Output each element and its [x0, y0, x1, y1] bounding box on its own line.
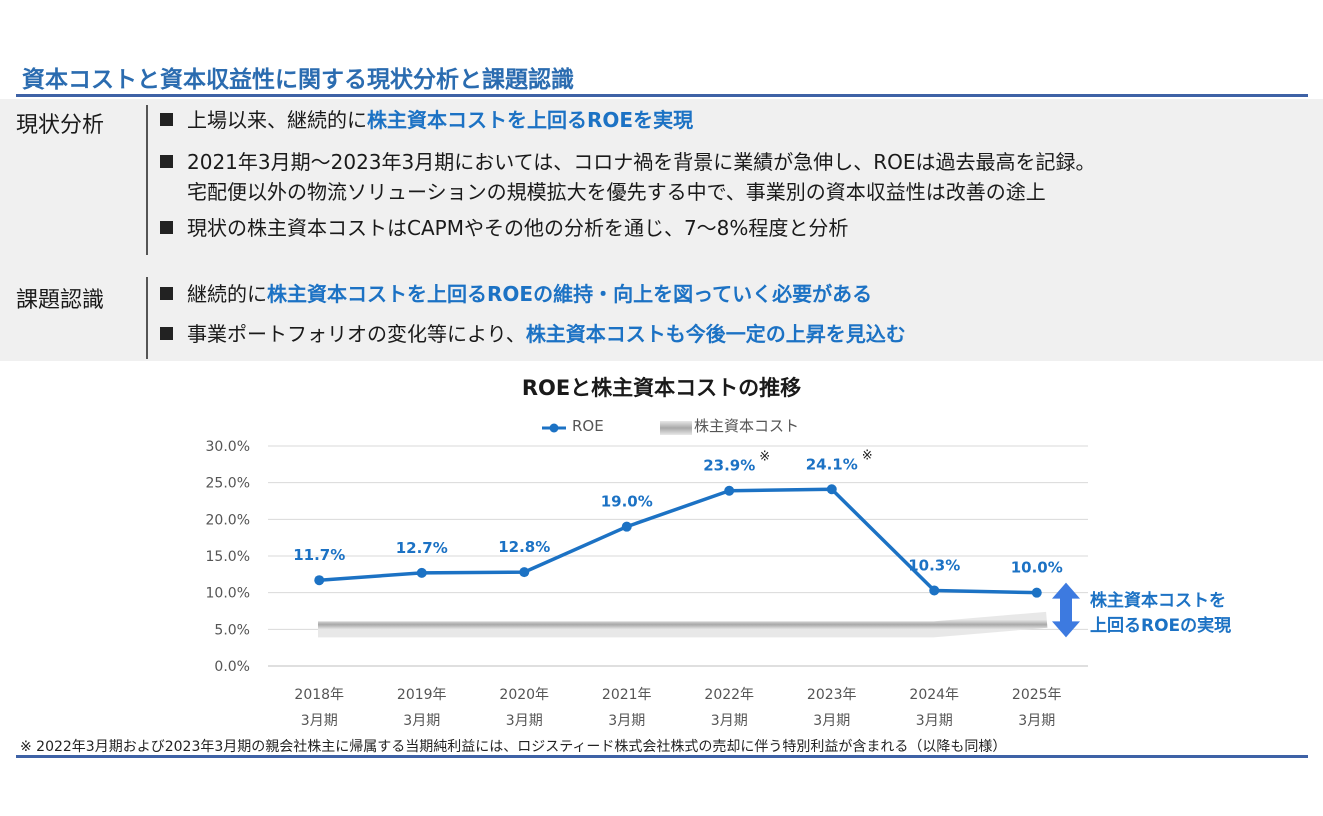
section-divider	[146, 105, 148, 255]
x-tick-label: 3月期	[608, 713, 645, 729]
bullet-text: 現状の株主資本コストはCAPMやその他の分析を通じ、7～8%程度と分析	[187, 216, 849, 240]
roe-data-label: 10.0%	[1011, 559, 1063, 577]
annotation-text: 上回るROEの実現	[1090, 615, 1231, 636]
x-tick-label: 2025年	[1012, 687, 1062, 703]
bullet-text: 上場以来、継続的に	[187, 108, 367, 132]
roe-data-label: 23.9%	[703, 457, 755, 475]
legend-cost-label: 株主資本コスト	[694, 417, 799, 435]
footnote-mark: ※	[759, 450, 770, 465]
bullet-text: 継続的に	[187, 282, 267, 306]
square-bullet-icon	[160, 155, 173, 168]
roe-point	[1031, 587, 1042, 598]
roe-data-label: 12.7%	[396, 539, 448, 557]
x-tick-label: 2023年	[807, 687, 857, 703]
bullet-highlight: 株主資本コストを上回るROEを実現	[367, 108, 694, 132]
x-tick-label: 3月期	[813, 713, 850, 729]
x-tick-label: 3月期	[301, 713, 338, 729]
cost-of-equity-band	[318, 611, 1048, 638]
section-divider	[146, 277, 148, 359]
section-label-issues: 課題認識	[16, 288, 105, 313]
roe-data-label: 19.0%	[601, 493, 653, 511]
annotation-text: 株主資本コストを	[1090, 590, 1226, 611]
roe-point	[826, 484, 837, 495]
roe-point	[416, 567, 427, 578]
roe-point	[519, 567, 530, 578]
chart-title: ROEと株主資本コストの推移	[521, 376, 802, 400]
x-tick-label: 3月期	[711, 713, 748, 729]
legend-roe-marker	[549, 423, 559, 433]
y-tick-label: 5.0%	[214, 622, 250, 638]
roe-data-label: 10.3%	[908, 556, 960, 574]
x-tick-label: 2018年	[294, 687, 344, 703]
y-tick-label: 20.0%	[206, 512, 250, 528]
y-tick-label: 15.0%	[206, 549, 250, 565]
square-bullet-icon	[160, 287, 173, 300]
x-tick-label: 3月期	[916, 713, 953, 729]
legend-cost-swatch	[660, 421, 692, 435]
roe-line	[319, 487, 1037, 595]
bullet-item: 現状の株主資本コストはCAPMやその他の分析を通じ、7～8%程度と分析	[160, 211, 848, 245]
roe-data-label: 24.1%	[806, 455, 858, 473]
x-tick-label: 2020年	[499, 687, 549, 703]
bullet-item: 2021年3月期～2023年3月期においては、コロナ禍を背景に業績が急伸し、RO…	[160, 145, 1096, 179]
title-rule	[16, 94, 1308, 97]
x-tick-label: 2019年	[397, 687, 447, 703]
roe-data-label: 11.7%	[293, 546, 345, 564]
legend-roe-label: ROE	[572, 417, 604, 435]
analysis-panel	[0, 99, 1323, 361]
square-bullet-icon	[160, 327, 173, 340]
page-title: 資本コストと資本収益性に関する現状分析と課題認識	[22, 67, 574, 93]
bullet-item: 事業ポートフォリオの変化等により、株主資本コストも今後一定の上昇を見込む	[160, 317, 906, 351]
y-tick-label: 25.0%	[206, 476, 250, 492]
bullet-item: 継続的に株主資本コストを上回るROEの維持・向上を図っていく必要がある	[160, 277, 872, 311]
footnote-mark: ※	[862, 448, 873, 463]
y-tick-label: 30.0%	[206, 439, 250, 455]
x-tick-label: 3月期	[1018, 713, 1055, 729]
bullet-highlight: 株主資本コストも今後一定の上昇を見込む	[525, 322, 906, 346]
roe-point	[314, 575, 325, 586]
double-arrow-icon	[1052, 582, 1080, 638]
y-tick-label: 10.0%	[206, 586, 250, 602]
square-bullet-icon	[160, 113, 173, 126]
roe-point	[621, 521, 632, 532]
x-tick-label: 2022年	[704, 687, 754, 703]
roe-data-label: 12.8%	[498, 538, 550, 556]
section-label-current: 現状分析	[16, 113, 105, 138]
square-bullet-icon	[160, 221, 173, 234]
bullet-text: 2021年3月期～2023年3月期においては、コロナ禍を背景に業績が急伸し、RO…	[187, 150, 1096, 174]
roe-point	[929, 585, 940, 596]
x-tick-label: 2021年	[602, 687, 652, 703]
bullet-continuation: 宅配便以外の物流ソリューションの規模拡大を優先する中で、事業別の資本収益性は改善…	[187, 180, 1046, 204]
x-tick-label: 2024年	[909, 687, 959, 703]
bullet-text: 事業ポートフォリオの変化等により、	[187, 322, 526, 346]
x-tick-label: 3月期	[506, 713, 543, 729]
footer-rule	[16, 755, 1308, 758]
footnote: ※ 2022年3月期および2023年3月期の親会社株主に帰属する当期純利益には、…	[20, 739, 1007, 755]
y-tick-label: 0.0%	[214, 659, 250, 675]
roe-point	[724, 485, 735, 496]
bullet-highlight: 株主資本コストを上回るROEの維持・向上を図っていく必要がある	[267, 282, 873, 306]
bullet-item: 上場以来、継続的に株主資本コストを上回るROEを実現	[160, 103, 693, 137]
x-tick-label: 3月期	[403, 713, 440, 729]
